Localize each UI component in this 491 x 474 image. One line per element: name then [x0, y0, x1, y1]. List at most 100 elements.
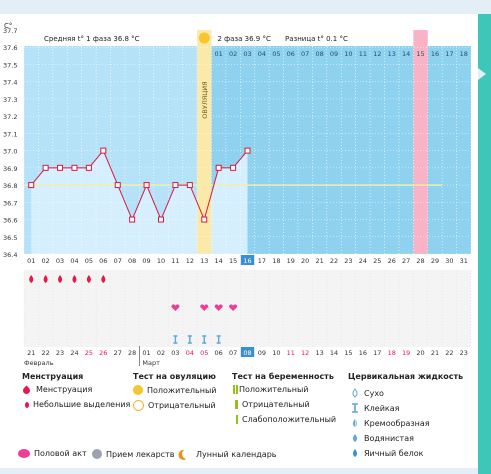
legend-cervical-dry: Сухо: [350, 388, 384, 398]
cycle-day-label: 13: [388, 50, 396, 58]
temperature-point: [201, 216, 208, 223]
legend-ovulation-negative: Отрицательный: [133, 400, 216, 411]
month-label-feb: Февраль: [24, 359, 54, 367]
legend-cervical-eggwhite: Яичный белок: [350, 448, 423, 458]
cycle-day-label: 02: [229, 50, 237, 58]
legend-ovulation-positive-label: Положительный: [147, 385, 217, 395]
legend-intercourse-label: Половой акт: [34, 449, 87, 458]
intercourse-heart: [171, 304, 180, 311]
cycle-day-label: 04: [258, 50, 266, 58]
calendar-date: 06: [215, 349, 223, 357]
side-panel-strip[interactable]: [478, 14, 491, 474]
calendar-date: 24: [70, 349, 78, 357]
window-bottom-bar: [0, 468, 478, 474]
ovulation-label: ОВУЛЯЦИЯ: [201, 81, 209, 118]
day-label: 28: [416, 257, 424, 265]
double-bar-icon: [233, 385, 235, 394]
y-tick-label: 37.7: [3, 27, 17, 35]
day-label: 03: [56, 257, 64, 265]
day-label: 09: [142, 257, 150, 265]
month-label-mar: Март: [142, 359, 160, 367]
temperature-point: [244, 147, 251, 154]
temperature-point: [85, 164, 92, 171]
faint-bar-icon: [236, 415, 238, 424]
calendar-date: 21: [27, 349, 35, 357]
symptom-grid: [24, 270, 472, 347]
cycle-day-label: 15: [416, 50, 424, 58]
y-tick-label: 36.5: [3, 234, 17, 242]
today-date-highlight: [240, 347, 255, 357]
legend-cervical-sticky: Клейкая: [350, 403, 399, 413]
legend-cervical-eggwhite-label: Яичный белок: [364, 448, 424, 458]
menstruation-drop: [101, 275, 106, 283]
calendar-date: 18: [388, 349, 396, 357]
ovulation-column: [197, 30, 212, 254]
unit-label: C°: [4, 22, 12, 30]
y-tick-label: 36.8: [3, 182, 17, 190]
day-label: 08: [128, 257, 136, 265]
menstruation-drop: [43, 275, 48, 283]
highlight-column: [413, 30, 428, 254]
y-tick-label: 37.5: [3, 61, 17, 69]
day-label: 14: [215, 257, 223, 265]
window-top-bar: [0, 0, 491, 14]
collapse-arrow-icon[interactable]: [478, 54, 491, 114]
legend-cervical-creamy: Кремообразная: [350, 418, 430, 428]
calendar-date: 02: [157, 349, 165, 357]
day-label: 06: [99, 257, 107, 265]
header-bar: [24, 30, 472, 46]
calendar-date: 11: [287, 349, 295, 357]
calendar-date: 23: [56, 349, 64, 357]
watery-icon: [353, 434, 357, 442]
cycle-day-label: 11: [359, 50, 367, 58]
cycle-day-label: 07: [301, 50, 309, 58]
temperature-difference: Разница t° 0.1 °C: [285, 35, 348, 43]
menstruation-drop: [86, 275, 91, 283]
calendar-date: 07: [229, 349, 237, 357]
day-label: 25: [373, 257, 381, 265]
legend-pregnancy-positive: Положительный: [232, 385, 308, 394]
legend-cervical-creamy-label: Кремообразная: [364, 418, 430, 428]
calendar-date: 05: [200, 349, 208, 357]
day-label: 30: [445, 257, 453, 265]
heart-icon: [18, 449, 30, 458]
calendar-date: 08: [243, 349, 251, 357]
pill-icon: [92, 449, 102, 459]
day-label: 29: [431, 257, 439, 265]
legend-title-ovulation-test: Тест на овуляцию: [133, 372, 216, 381]
legend-cervical-sticky-label: Клейкая: [364, 403, 400, 413]
calendar-date: 14: [330, 349, 338, 357]
y-tick-label: 37.0: [3, 148, 17, 156]
day-label: 22: [330, 257, 338, 265]
calendar-date: 16: [359, 349, 367, 357]
calendar-date: 22: [41, 349, 49, 357]
y-tick-label: 36.6: [3, 217, 17, 225]
day-label: 24: [359, 257, 367, 265]
legend-title-pregnancy-test: Тест на беременность: [232, 372, 334, 381]
calendar-date: 28: [128, 349, 136, 357]
legend-cervical-watery-label: Водянистая: [364, 433, 414, 443]
cycle-day-label: 06: [287, 50, 295, 58]
day-label: 07: [114, 257, 122, 265]
day-label: 02: [41, 257, 49, 265]
eggwhite-icon: [353, 449, 357, 457]
small-drop-icon: [25, 401, 29, 408]
day-label: 26: [388, 257, 396, 265]
day-label: 31: [460, 257, 468, 265]
drop-icon: [21, 385, 32, 396]
legend-menstruation: Менструация: [21, 385, 92, 396]
dry-icon: [352, 388, 358, 398]
intercourse-heart: [229, 304, 238, 311]
phase2-average: 2 фаза 36.9 °C: [217, 35, 271, 43]
day-label: 17: [258, 257, 266, 265]
legend-pregnancy-weak: Слабоположительный: [232, 415, 336, 424]
y-tick-label: 36.9: [3, 165, 17, 173]
y-tick-label: 37.3: [3, 96, 17, 104]
calendar-date: 09: [258, 349, 266, 357]
calendar-date: 22: [445, 349, 453, 357]
day-label: 16: [243, 257, 251, 265]
circle-filled-icon: [133, 385, 143, 395]
legend-pregnancy-positive-label: Положительный: [239, 385, 309, 394]
cycle-day-label: 01: [215, 50, 223, 58]
cervical-sticky-mark: [173, 335, 178, 344]
